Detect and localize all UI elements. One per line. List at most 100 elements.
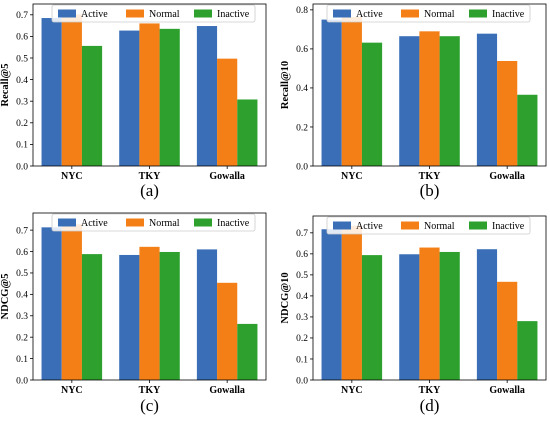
y-tick-label: 0.0	[16, 162, 28, 172]
y-tick-label: 0.5	[16, 54, 28, 64]
x-tick-label-gowalla: Gowalla	[489, 171, 525, 182]
bar-normal-gowalla	[497, 60, 518, 166]
y-tick-label: 0.2	[296, 123, 308, 133]
legend-label-inactive: Inactive	[492, 9, 525, 20]
bar-active-tky	[119, 30, 140, 166]
bar-normal-tky	[419, 31, 440, 166]
bar-active-tky	[399, 36, 420, 167]
legend-box	[51, 213, 256, 232]
bar-active-nyc	[41, 18, 62, 166]
y-tick-label: 0.0	[16, 376, 28, 386]
x-tick-label-tky: TKY	[419, 385, 441, 396]
bar-normal-nyc	[341, 225, 362, 380]
bar-active-gowalla	[476, 33, 498, 166]
y-axis-label: Recall@10	[280, 61, 291, 109]
legend-label-normal: Normal	[149, 218, 180, 229]
y-axis-label: NDCG@10	[280, 272, 291, 323]
legend-swatch-active	[333, 221, 351, 230]
panel-caption: (d)	[420, 396, 440, 415]
y-tick-label: 0.6	[296, 45, 308, 55]
x-tick-label-tky: TKY	[139, 171, 161, 182]
panel-caption: (b)	[420, 181, 440, 200]
y-tick-label: 0.4	[296, 292, 308, 302]
legend-label-active: Active	[81, 9, 108, 20]
legend-swatch-active	[333, 9, 351, 18]
y-axis-label: Recall@5	[0, 63, 11, 106]
bar-normal-nyc	[61, 14, 82, 167]
y-tick-label: 0.8	[296, 6, 308, 16]
bar-inactive-tky	[439, 36, 460, 167]
panel-caption: (a)	[140, 181, 159, 200]
y-tick-label: 0.6	[16, 248, 28, 258]
y-tick-label: 0.7	[296, 229, 308, 239]
chart-panel-d: 0.0 0.1 0.2 0.3 0.4 0.5 0.6 0.7 NYC TKY Gowalla NDC…	[280, 215, 547, 415]
y-tick-label: 0.4	[16, 76, 28, 86]
bar-inactive-gowalla	[237, 99, 258, 166]
bar-normal-tky	[419, 247, 440, 380]
legend-label-normal: Normal	[424, 9, 455, 20]
bar-inactive-gowalla	[517, 321, 538, 380]
chart-panel-a: 0.0 0.1 0.2 0.3 0.4 0.5 0.6 0.7 NYC TKY Gowalla Rec…	[0, 3, 267, 200]
bar-normal-gowalla	[497, 281, 518, 380]
bar-normal-gowalla	[217, 282, 238, 380]
legend-label-inactive: Inactive	[492, 221, 525, 232]
x-tick-label-gowalla: Gowalla	[209, 171, 245, 182]
chart-panel-b: 0.0 0.2 0.4 0.6 0.8 NYC TKY Gowalla Recall@10 Act…	[280, 3, 547, 200]
legend: Active Normal Inactive	[326, 216, 531, 235]
legend-swatch-normal	[126, 218, 144, 227]
bar-normal-nyc	[341, 17, 362, 166]
y-tick-label: 0.0	[296, 376, 308, 386]
y-tick-label: 0.6	[296, 250, 308, 260]
legend-swatch-inactive	[194, 218, 212, 227]
bar-normal-tky	[139, 246, 160, 380]
bar-normal-tky	[139, 23, 160, 166]
bar-active-nyc	[321, 19, 342, 166]
bar-inactive-tky	[159, 28, 180, 167]
y-tick-label: 0.4	[296, 84, 308, 94]
legend-label-active: Active	[356, 221, 383, 232]
y-tick-label: 0.2	[296, 334, 308, 344]
x-tick-label-nyc: NYC	[341, 171, 363, 182]
y-tick-label: 0.1	[16, 355, 28, 365]
x-tick-label-nyc: NYC	[61, 171, 83, 182]
y-tick-label: 0.3	[16, 312, 28, 322]
bar-active-nyc	[321, 229, 342, 380]
x-tick-label-tky: TKY	[139, 385, 161, 396]
bar-active-gowalla	[476, 249, 498, 380]
bar-active-gowalla	[196, 249, 218, 380]
legend-label-active: Active	[81, 218, 108, 229]
legend-box	[51, 4, 256, 23]
legend-box	[326, 216, 531, 235]
y-tick-label: 0.0	[296, 162, 308, 172]
bar-active-gowalla	[196, 26, 218, 167]
y-axis-label: NDCG@5	[0, 274, 11, 320]
x-tick-label-tky: TKY	[419, 171, 441, 182]
legend-label-active: Active	[356, 9, 383, 20]
bar-normal-nyc	[61, 224, 82, 380]
bar-inactive-nyc	[81, 254, 103, 380]
legend-swatch-active	[58, 9, 76, 18]
y-tick-label: 0.5	[296, 271, 308, 281]
legend-swatch-active	[58, 218, 76, 227]
legend-box	[326, 4, 531, 23]
y-tick-label: 0.2	[16, 119, 28, 129]
legend: Active Normal Inactive	[326, 4, 531, 23]
chart-panel-c: 0.0 0.1 0.2 0.3 0.4 0.5 0.6 0.7 NYC TKY Gowalla NDC…	[0, 212, 267, 415]
bar-active-nyc	[41, 227, 62, 380]
legend-label-inactive: Inactive	[217, 9, 250, 20]
legend-swatch-inactive	[194, 9, 212, 18]
bar-normal-gowalla	[217, 58, 238, 166]
x-tick-label-gowalla: Gowalla	[209, 385, 245, 396]
x-tick-label-gowalla: Gowalla	[489, 385, 525, 396]
bar-inactive-nyc	[81, 45, 103, 166]
y-tick-label: 0.2	[16, 333, 28, 343]
legend-swatch-normal	[401, 221, 419, 230]
legend-swatch-inactive	[469, 9, 487, 18]
legend-swatch-normal	[126, 9, 144, 18]
legend-label-normal: Normal	[149, 9, 180, 20]
x-tick-label-nyc: NYC	[341, 385, 363, 396]
x-tick-label-nyc: NYC	[61, 385, 83, 396]
y-tick-label: 0.6	[16, 33, 28, 43]
y-tick-label: 0.1	[296, 355, 308, 365]
